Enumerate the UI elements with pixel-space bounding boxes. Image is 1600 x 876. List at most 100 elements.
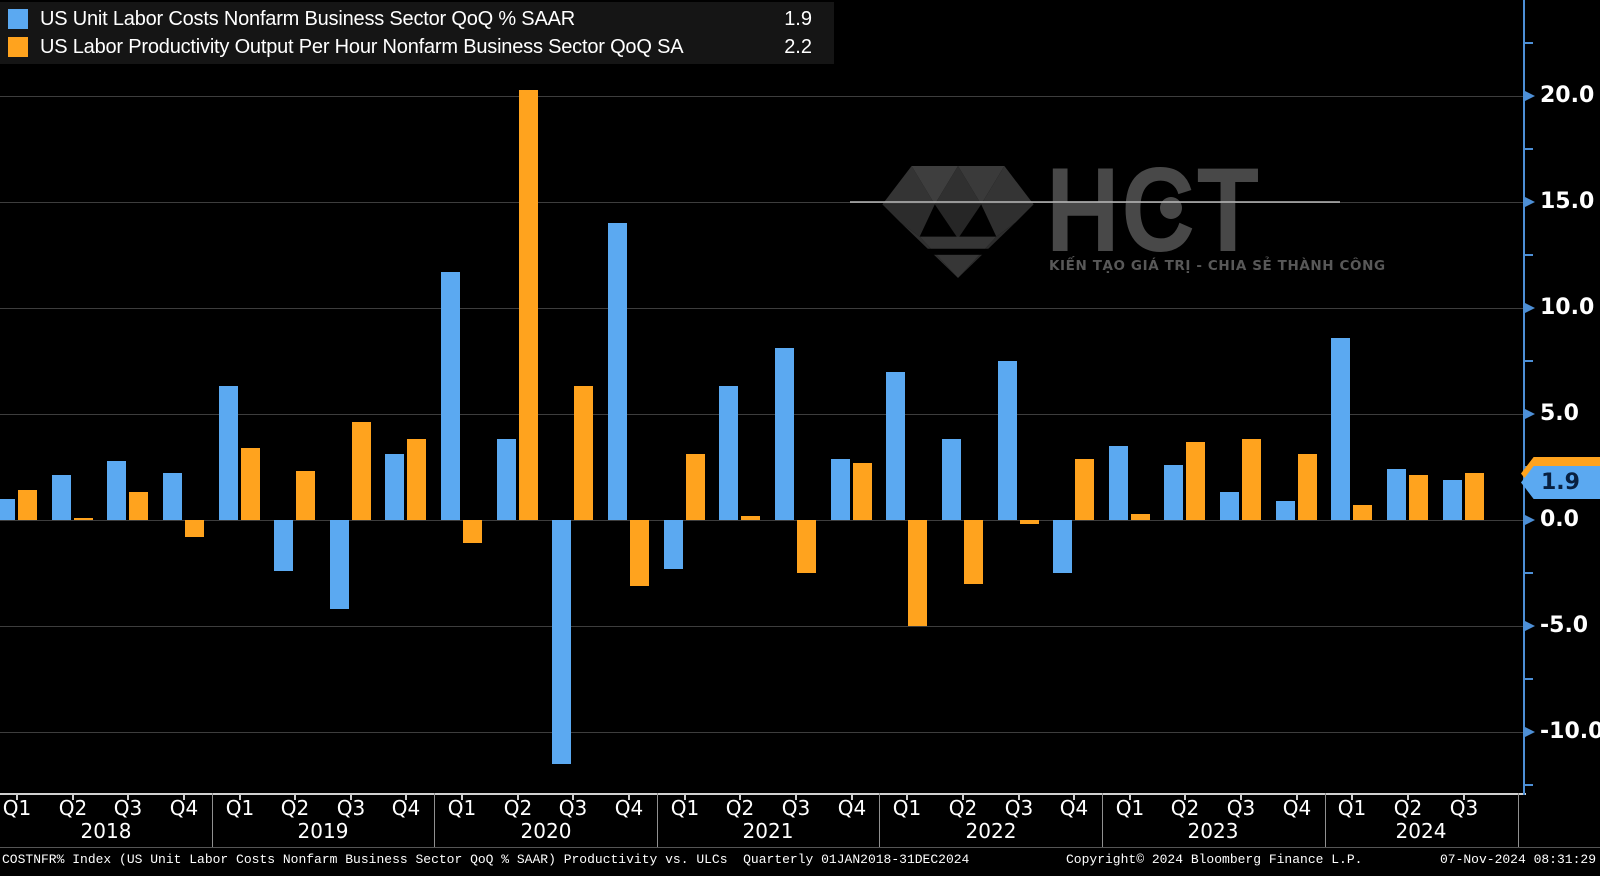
bar-productivity-2020-q2 [519,90,538,520]
bar-ulc-2023-q4 [1276,501,1295,520]
bar-productivity-2024-q1 [1353,505,1372,520]
bar-ulc-2018-q2 [52,475,71,520]
y-minor-tick--12.5 [1524,784,1533,786]
bar-productivity-2020-q3 [574,386,593,520]
watermark-text: HCT [1046,143,1261,277]
bar-productivity-2022-q2 [964,520,983,584]
footer-datetime: 07-Nov-2024 08:31:29 [1439,852,1596,867]
x-label-2018-q4: Q4 [169,796,199,820]
x-label-2021-q2: Q2 [725,796,755,820]
x-label-2019-q1: Q1 [225,796,255,820]
y-tick-arrow-20 [1523,90,1535,102]
x-label-2024-q2: Q2 [1393,796,1423,820]
bar-ulc-2022-q2 [942,439,961,520]
gridline--10 [0,732,1524,733]
bar-ulc-2024-q3 [1443,480,1462,520]
watermark-slogan: KIẾN TẠO GIÁ TRỊ - CHIA SẺ THÀNH CÔNG [1049,258,1386,274]
bar-productivity-2024-q3 [1465,473,1484,520]
bar-ulc-2020-q3 [552,520,571,764]
gridline-10 [0,308,1524,309]
bar-productivity-2023-q2 [1186,442,1205,520]
bar-productivity-2023-q1 [1131,514,1150,520]
bar-productivity-2020-q4 [630,520,649,586]
x-label-2021-q3: Q3 [781,796,811,820]
y-axis-line [1523,0,1525,795]
year-divider-2024 [1518,793,1519,847]
x-label-2018-q1: Q1 [2,796,32,820]
bar-ulc-2022-q1 [886,372,905,520]
x-label-2018-q3: Q3 [113,796,143,820]
x-tick-2021-q1 [684,793,686,800]
x-tick-2019-q2 [294,793,296,800]
bar-productivity-2022-q1 [908,520,927,626]
x-label-2023-q1: Q1 [1115,796,1145,820]
legend-item-productivity[interactable]: US Labor Productivity Output Per Hour No… [0,33,834,61]
bar-ulc-2023-q1 [1109,446,1128,520]
bar-ulc-2021-q3 [775,348,794,520]
bar-ulc-2019-q1 [219,386,238,520]
bar-ulc-2023-q2 [1164,465,1183,520]
bar-productivity-2019-q1 [241,448,260,520]
x-tick-2018-q2 [72,793,74,800]
x-tick-2024-q2 [1407,793,1409,800]
bar-ulc-2022-q3 [998,361,1017,520]
x-tick-2021-q2 [739,793,741,800]
x-tick-2023-q2 [1184,793,1186,800]
x-tick-2019-q3 [350,793,352,800]
productivity-swatch-icon [8,37,28,57]
y-tick-arrow-10 [1523,302,1535,314]
bar-ulc-2024-q1 [1331,338,1350,520]
bar-productivity-2023-q3 [1242,439,1261,520]
bar-productivity-2019-q4 [407,439,426,520]
watermark-line [850,201,1340,203]
bar-productivity-2020-q1 [463,520,482,543]
bar-ulc-2021-q1 [664,520,683,569]
bar-ulc-2023-q3 [1220,492,1239,520]
x-label-2023-q3: Q3 [1226,796,1256,820]
bar-productivity-2022-q4 [1075,459,1094,520]
y-tick-label--10: -10.0 [1540,719,1600,744]
x-label-2019-q2: Q2 [280,796,310,820]
x-tick-2021-q4 [851,793,853,800]
x-tick-2018-q1 [16,793,18,800]
bar-productivity-2024-q2 [1409,475,1428,520]
legend-item-ulc[interactable]: US Unit Labor Costs Nonfarm Business Sec… [0,5,834,33]
x-label-2024-q3: Q3 [1449,796,1479,820]
x-tick-2022-q4 [1073,793,1075,800]
diamond-icon [882,166,1034,278]
x-label-2020-q1: Q1 [447,796,477,820]
y-tick-label-10: 10.0 [1540,295,1595,320]
y-tick-label-15: 15.0 [1540,189,1595,214]
bar-ulc-2018-q1 [0,499,15,520]
year-divider-2018 [212,793,213,847]
year-label-2018: 2018 [80,819,132,843]
x-tick-2022-q1 [906,793,908,800]
y-tick-arrow--10 [1523,726,1535,738]
gridline-20 [0,96,1524,97]
year-divider-2020 [657,793,658,847]
bar-productivity-2023-q4 [1298,454,1317,520]
y-tick-arrow-0 [1523,514,1535,526]
x-tick-2019-q1 [239,793,241,800]
bar-productivity-2018-q2 [74,518,93,520]
bar-productivity-2019-q2 [296,471,315,520]
x-tick-2022-q3 [1018,793,1020,800]
y-minor-tick-12.5 [1524,254,1533,256]
bar-ulc-2019-q4 [385,454,404,520]
y-minor-tick-17.5 [1524,148,1533,150]
year-label-2022: 2022 [965,819,1017,843]
x-axis-line [0,793,1526,795]
y-minor-tick-22.5 [1524,42,1533,44]
x-label-2018-q2: Q2 [58,796,88,820]
legend-value-ulc: 1.9 [784,7,812,30]
bar-ulc-2020-q4 [608,223,627,520]
year-divider-2022 [1102,793,1103,847]
x-tick-2023-q1 [1129,793,1131,800]
year-label-2023: 2023 [1187,819,1239,843]
x-label-2019-q3: Q3 [336,796,366,820]
bar-ulc-2019-q2 [274,520,293,571]
x-label-2022-q2: Q2 [948,796,978,820]
x-tick-2023-q4 [1296,793,1298,800]
bar-ulc-2018-q4 [163,473,182,520]
legend-value-productivity: 2.2 [784,35,812,58]
